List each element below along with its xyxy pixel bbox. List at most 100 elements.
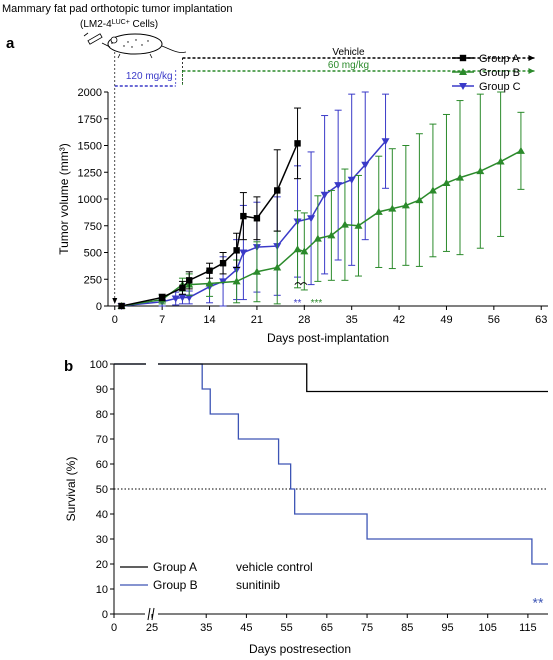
x-tick-label: 55	[281, 622, 293, 634]
treatment-arrowhead	[528, 68, 535, 74]
data-point	[456, 173, 464, 181]
y-tick-label: 30	[96, 534, 108, 546]
y-tick-label: 50	[96, 484, 108, 496]
data-point	[361, 161, 370, 169]
significance-bracket	[294, 282, 308, 286]
x-tick-label: 49	[440, 314, 452, 326]
data-point	[252, 267, 261, 275]
header-line1: Mammary fat pad orthotopic tumor implant…	[2, 3, 233, 15]
panel-b-label: b	[64, 358, 73, 375]
data-point	[300, 247, 309, 255]
panel-a-chart: 120 mg/kg Vehicle 60 mg/kg 0 250 500 750 1000 12…	[57, 47, 548, 345]
x-tick-label: 7	[159, 314, 165, 326]
data-point	[459, 83, 467, 90]
header-line2-pre: (LM2-4	[80, 19, 112, 30]
x-tick-label: 35	[346, 314, 358, 326]
legend-description: vehicle control	[236, 560, 313, 574]
data-point	[179, 284, 186, 292]
y-tick-label: 90	[96, 384, 108, 396]
x-axis-label: Days postresection	[249, 642, 351, 656]
data-point	[334, 182, 343, 190]
treatment-label: Vehicle	[332, 47, 365, 58]
x-tick-label: 28	[298, 314, 310, 326]
syringe-icon	[83, 32, 111, 48]
significance-label: ***	[311, 298, 323, 309]
series-line	[121, 150, 522, 307]
data-point	[381, 138, 390, 146]
y-tick-label: 2000	[78, 87, 102, 99]
data-point	[205, 279, 214, 287]
x-tick-label: 21	[251, 314, 263, 326]
data-point	[415, 196, 424, 204]
data-point	[178, 294, 187, 302]
data-point	[313, 234, 322, 242]
axis-break-gap	[146, 361, 158, 367]
data-point	[118, 302, 125, 310]
y-axis-label: Survival (%)	[64, 457, 78, 522]
treatment-label: 60 mg/kg	[328, 60, 369, 71]
y-axis-label: Tumor volume (mm³)	[57, 143, 71, 255]
legend: Group A Group B Group C	[452, 53, 521, 93]
series-group-b	[117, 91, 525, 309]
x-tick-label: 0	[111, 622, 117, 634]
significance-label: **	[533, 595, 544, 611]
data-point	[340, 220, 349, 228]
x-tick-label: 115	[519, 622, 537, 634]
data-point	[516, 146, 525, 154]
data-point	[186, 277, 193, 284]
y-tick-label: 80	[96, 409, 108, 421]
survival-curve-group-a	[114, 363, 548, 393]
treatment-label: 120 mg/kg	[126, 71, 173, 82]
significance-label: ,	[303, 298, 306, 309]
legend-description: sunitinib	[236, 578, 280, 592]
legend-label: Group B	[479, 67, 520, 79]
data-point	[388, 204, 397, 212]
series-group-a	[118, 107, 302, 310]
legend-label: Group C	[479, 81, 521, 93]
x-tick-label: 95	[441, 622, 453, 634]
y-tick-label: 500	[84, 248, 102, 260]
x-tick-label: 75	[361, 622, 373, 634]
legend-label: Group A	[479, 53, 520, 65]
data-point	[327, 231, 336, 239]
panel-a-label: a	[6, 35, 15, 52]
y-tick-label: 250	[84, 274, 102, 286]
y-tick-label: 20	[96, 559, 108, 571]
x-tick-label: 85	[401, 622, 413, 634]
axis-break-mark	[147, 607, 151, 621]
x-axis-label: Days post-implantation	[267, 331, 389, 345]
x-tick-label: 35	[200, 622, 212, 634]
y-tick-label: 0	[102, 609, 108, 621]
x-tick-label: 25	[146, 622, 158, 634]
y-tick-label: 60	[96, 459, 108, 471]
y-tick-label: 1750	[78, 114, 102, 126]
treatment-arrowhead	[528, 55, 535, 61]
data-point	[239, 249, 248, 257]
x-tick-label: 14	[203, 314, 215, 326]
x-tick-label: 56	[488, 314, 500, 326]
data-point	[476, 167, 485, 175]
data-point	[307, 215, 316, 223]
data-point	[253, 215, 261, 222]
y-tick-label: 1250	[78, 167, 102, 179]
data-point	[294, 140, 301, 147]
survival-curve-group-b	[114, 363, 548, 565]
x-tick-label: 45	[240, 622, 252, 634]
data-point	[206, 267, 213, 274]
panel-b-chart: 0 10 20 30 40 50 60 70 80 90 100 0 25 35 45 55 65 75 85 95 1…	[64, 359, 548, 656]
header-line2: (LM2-4LUC+ Cells)	[80, 19, 158, 31]
legend-label: Group A	[153, 560, 197, 574]
data-point	[320, 191, 329, 199]
data-point	[240, 212, 247, 220]
data-point	[185, 294, 194, 302]
data-point	[219, 260, 227, 267]
y-tick-label: 0	[96, 301, 102, 313]
data-point	[401, 201, 410, 209]
data-point	[428, 186, 437, 194]
data-point	[354, 221, 363, 229]
x-tick-label: 42	[393, 314, 405, 326]
data-point	[347, 176, 356, 184]
legend: Group A vehicle control Group B sunitinib	[120, 560, 313, 592]
x-tick-label: 65	[321, 622, 333, 634]
